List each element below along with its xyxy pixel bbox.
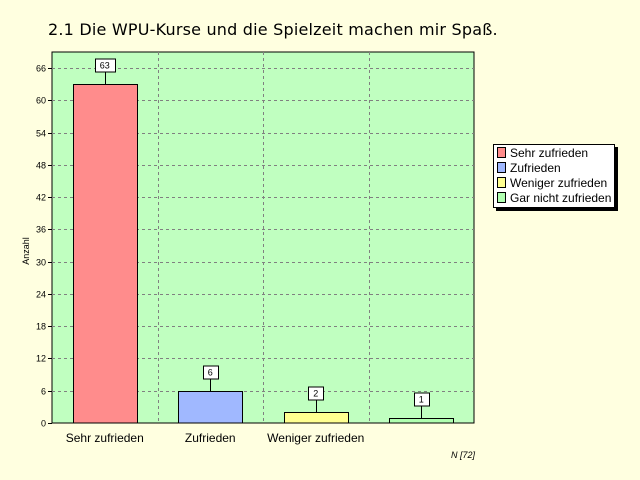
y-tick-label: 24 [36,290,46,300]
x-tick-label: Sehr zufrieden [66,431,144,445]
legend-swatch [497,192,506,203]
legend-label: Sehr zufrieden [510,146,589,160]
legend-label: Weniger zufrieden [510,176,608,190]
y-tick-label: 0 [41,419,46,429]
data-label: 1 [419,395,424,405]
legend-swatch [497,177,506,188]
data-label: 2 [313,389,318,399]
y-tick-label: 12 [36,354,46,364]
data-label: 63 [100,61,110,71]
legend: Sehr zufrieden Zufrieden Weniger zufried… [493,144,615,208]
data-labels: 63 6 2 1 [95,58,430,419]
data-label-box [203,365,219,380]
y-tick-label: 30 [36,258,46,268]
data-label-box [414,392,430,407]
legend-item-zufrieden: Zufrieden [497,161,561,176]
x-axis: Sehr zufrieden Zufrieden Weniger zufrieden [66,431,365,445]
y-axis-label: Anzahl [21,237,31,265]
legend-swatch [497,147,506,158]
y-tick-label: 42 [36,193,46,203]
y-tick-label: 48 [36,161,46,171]
legend-label: Zufrieden [510,161,561,175]
y-tick-label: 60 [36,96,46,106]
y-tick-label: 54 [36,129,46,139]
legend-item-sehr-zufrieden: Sehr zufrieden [497,146,588,161]
y-tick-label: 66 [36,64,46,74]
grid-lines [52,52,474,423]
y-tick-label: 18 [36,322,46,332]
legend-item-weniger-zufrieden: Weniger zufrieden [497,176,607,191]
legend-label: Gar nicht zufrieden [510,191,612,205]
y-axis: 0 6 12 18 24 30 36 42 48 54 60 66 [36,64,52,429]
x-tick-label: Weniger zufrieden [267,431,364,445]
bar [389,418,454,424]
sample-size-note: N [72] [451,450,476,460]
data-label-box [308,386,324,401]
bars [73,84,454,424]
y-tick-label: 6 [41,387,46,397]
bar [73,84,138,424]
y-tick-label: 36 [36,225,46,235]
bar [178,391,243,424]
bar [284,412,349,424]
data-label-box [95,58,116,73]
legend-item-gar-nicht-zufrieden: Gar nicht zufrieden [497,191,611,206]
data-label: 6 [208,368,213,378]
x-tick-label: Zufrieden [185,431,236,445]
chart-title: 2.1 Die WPU-Kurse und die Spielzeit mach… [48,20,498,39]
legend-swatch [497,162,506,173]
